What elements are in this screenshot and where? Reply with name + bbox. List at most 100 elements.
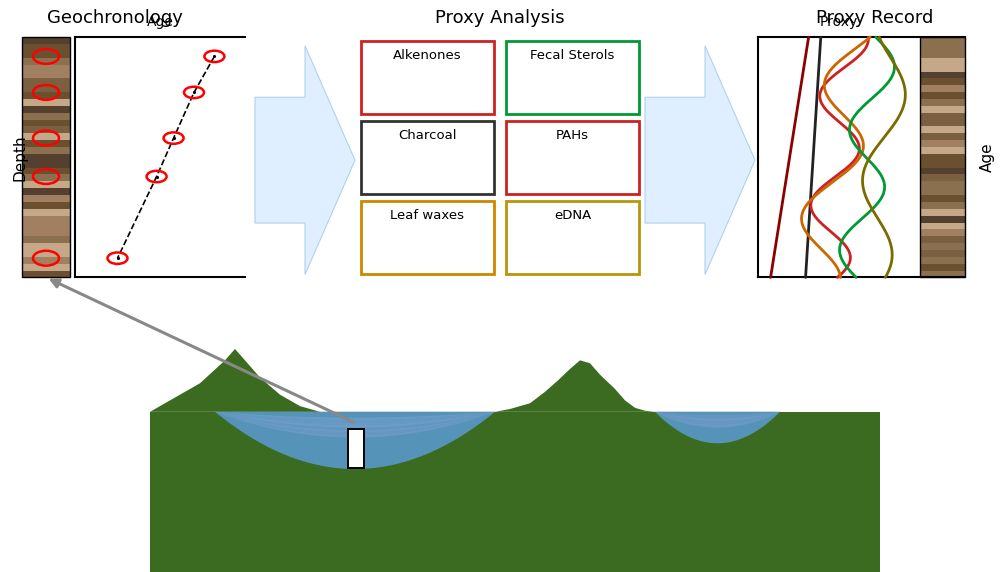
Text: Fecal Sterols: Fecal Sterols	[530, 49, 615, 62]
Polygon shape	[215, 412, 495, 425]
Bar	[22, 58, 70, 65]
Bar	[920, 51, 965, 58]
Bar	[348, 429, 364, 468]
Polygon shape	[495, 360, 655, 412]
Bar	[22, 133, 70, 140]
Bar	[506, 41, 639, 114]
Bar	[22, 209, 70, 216]
Bar	[920, 243, 965, 250]
Bar	[349, 429, 363, 435]
Text: Proxy Analysis: Proxy Analysis	[435, 9, 565, 26]
Bar	[920, 216, 965, 223]
Bar	[22, 202, 70, 209]
Polygon shape	[215, 412, 495, 432]
Bar	[920, 113, 965, 120]
Bar	[920, 168, 965, 174]
Text: Alkenones: Alkenones	[393, 49, 462, 62]
Bar	[920, 181, 965, 188]
Polygon shape	[150, 349, 340, 412]
Text: Proxy Record: Proxy Record	[816, 9, 934, 26]
Bar	[22, 243, 70, 250]
Bar	[349, 435, 363, 442]
Bar	[920, 147, 965, 154]
Bar	[22, 120, 70, 126]
Bar	[22, 174, 70, 181]
Bar	[22, 271, 70, 277]
Bar	[22, 113, 70, 120]
Bar	[920, 140, 965, 147]
Bar	[22, 188, 70, 195]
Bar	[22, 154, 70, 161]
Polygon shape	[215, 412, 495, 423]
Bar	[920, 202, 965, 209]
Bar	[920, 271, 965, 277]
Bar	[22, 216, 70, 223]
Text: Geochronology: Geochronology	[47, 9, 183, 26]
Bar	[920, 161, 965, 168]
Bar	[920, 92, 965, 99]
Bar	[920, 236, 965, 243]
Bar	[22, 65, 70, 72]
Bar	[506, 201, 639, 274]
Bar	[348, 429, 364, 468]
Text: Age: Age	[147, 15, 173, 29]
Bar	[349, 462, 363, 467]
Polygon shape	[655, 412, 780, 424]
Bar	[920, 78, 965, 85]
Polygon shape	[255, 46, 355, 275]
Bar	[22, 37, 70, 277]
Polygon shape	[215, 412, 495, 435]
Polygon shape	[215, 412, 495, 469]
Bar	[506, 121, 639, 194]
Bar	[22, 126, 70, 133]
Bar	[22, 236, 70, 243]
Text: eDNA: eDNA	[554, 209, 591, 223]
Text: Age: Age	[980, 142, 994, 172]
Bar	[361, 41, 494, 114]
Bar	[920, 37, 965, 277]
Bar	[22, 250, 70, 257]
Bar	[22, 85, 70, 92]
Polygon shape	[215, 412, 495, 427]
Polygon shape	[655, 412, 780, 443]
Bar	[22, 195, 70, 202]
Bar	[22, 106, 70, 113]
Text: PAHs: PAHs	[556, 129, 589, 142]
Bar	[920, 174, 965, 181]
Bar	[22, 229, 70, 236]
Bar	[22, 72, 70, 78]
Polygon shape	[215, 412, 495, 469]
Bar	[22, 51, 70, 58]
Polygon shape	[780, 412, 880, 572]
Bar	[920, 250, 965, 257]
Polygon shape	[215, 412, 495, 430]
Polygon shape	[215, 412, 495, 420]
Bar	[920, 44, 965, 51]
Bar	[920, 133, 965, 140]
Bar	[22, 223, 70, 229]
Bar	[22, 161, 70, 168]
Bar	[22, 181, 70, 188]
Polygon shape	[215, 412, 495, 438]
Bar	[920, 65, 965, 72]
Polygon shape	[655, 412, 780, 427]
Bar	[22, 44, 70, 51]
Polygon shape	[645, 46, 755, 275]
Bar	[22, 147, 70, 154]
Bar	[22, 78, 70, 85]
Bar	[920, 106, 965, 113]
Bar	[920, 99, 965, 106]
Bar	[920, 126, 965, 133]
Bar	[22, 37, 70, 44]
Bar	[22, 140, 70, 147]
Bar	[920, 257, 965, 264]
Bar	[920, 223, 965, 229]
Bar	[920, 120, 965, 126]
Bar	[920, 209, 965, 216]
Bar	[920, 229, 965, 236]
Bar	[349, 442, 363, 448]
Bar	[920, 37, 965, 44]
Text: Leaf waxes: Leaf waxes	[390, 209, 464, 223]
Bar	[361, 201, 494, 274]
Bar	[22, 92, 70, 99]
